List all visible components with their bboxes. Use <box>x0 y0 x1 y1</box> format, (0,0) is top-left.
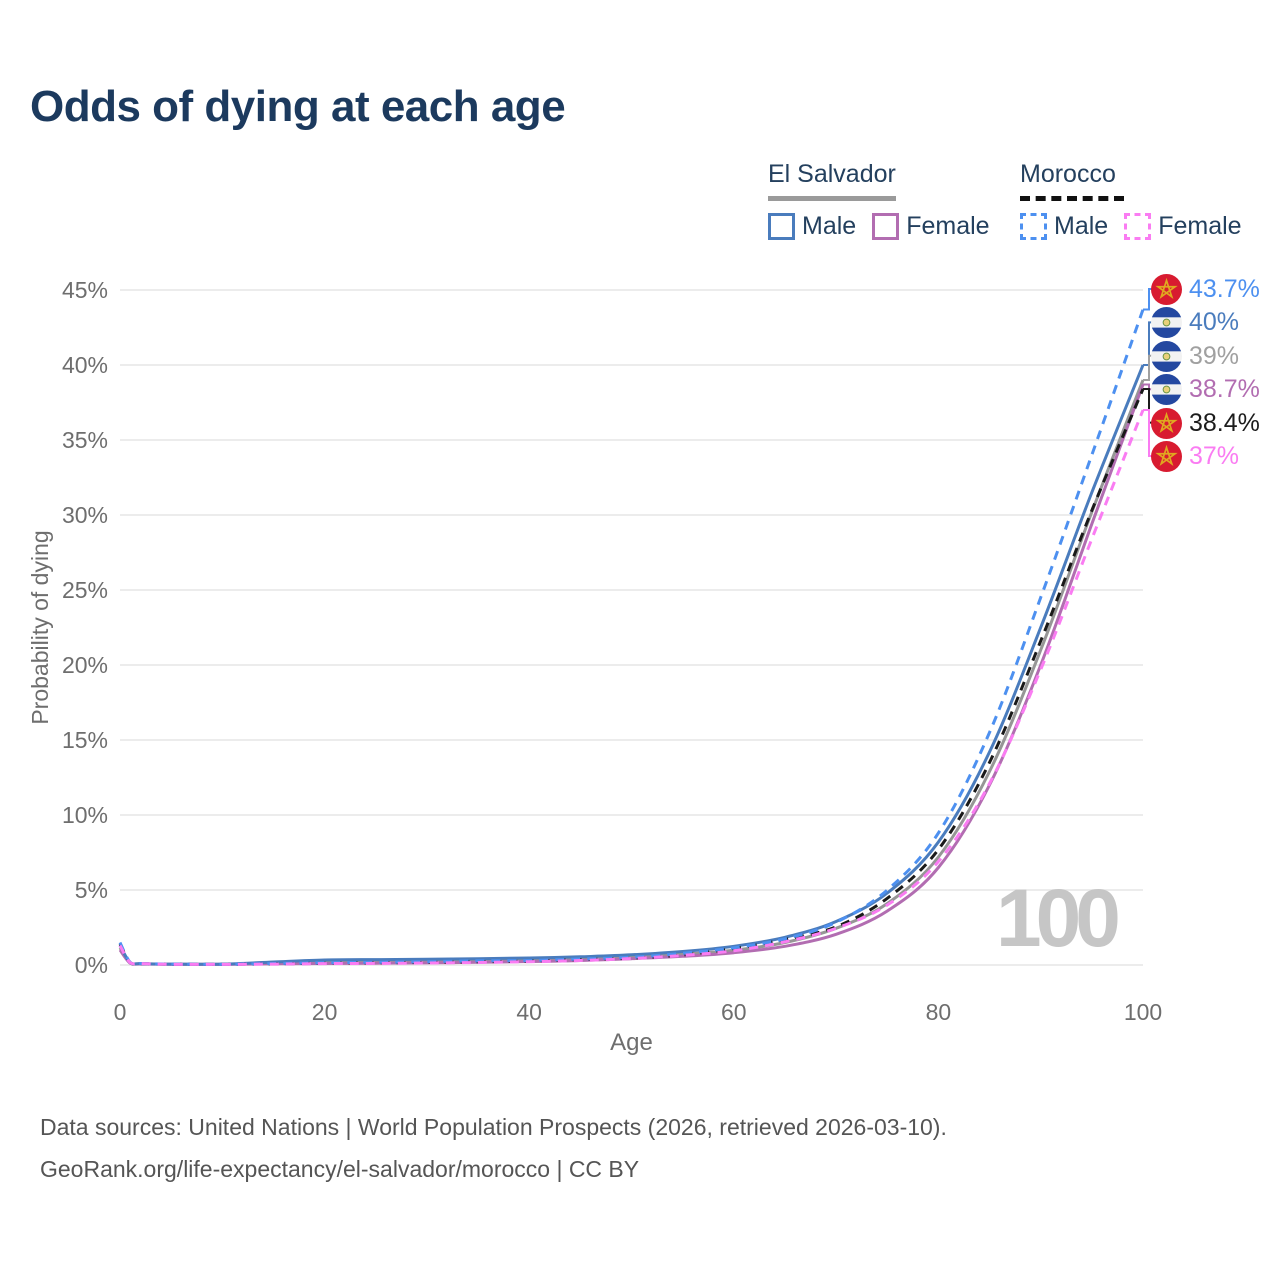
legend-row-morocco: Male Female <box>1020 212 1242 241</box>
legend-item-label: Male <box>802 212 857 240</box>
legend-country-el-salvador: El Salvador <box>768 160 896 201</box>
el-salvador-female-swatch-icon <box>872 213 900 240</box>
hover-age-watermark: 100 <box>996 873 1121 964</box>
legend-item-label: Female <box>906 212 990 240</box>
end-label-el-salvador-male: 40% <box>1151 306 1239 338</box>
y-axis-title: Probability of dying <box>27 530 53 724</box>
leader-line-el-salvador-both <box>1143 354 1153 381</box>
el-salvador-flag-icon <box>1151 340 1182 372</box>
x-tick-label: 100 <box>1124 999 1162 1025</box>
series-line-el-salvador-female <box>118 383 1145 966</box>
y-tick-label: 30% <box>62 502 108 528</box>
end-label-el-salvador-both: 39% <box>1151 340 1239 372</box>
legend-group-morocco: Morocco Male Female <box>1020 160 1242 241</box>
leader-line-el-salvador-male <box>1143 321 1153 366</box>
footer-attribution: GeoRank.org/life-expectancy/el-salvador/… <box>40 1156 640 1182</box>
y-tick-label: 20% <box>62 652 108 678</box>
y-tick-label: 5% <box>75 877 108 903</box>
end-label-morocco-male: 43.7% <box>1151 273 1260 305</box>
el-salvador-flag-icon <box>1151 373 1182 405</box>
series-line-morocco-female <box>118 409 1145 966</box>
legend-item-label: Female <box>1158 212 1242 240</box>
legend-item-el-salvador-female[interactable]: Female <box>872 212 990 241</box>
y-tick-label: 25% <box>62 577 108 603</box>
morocco-flag-icon <box>1151 407 1182 439</box>
legend-row-el-salvador: Male Female <box>768 212 990 241</box>
legend-item-morocco-male[interactable]: Male <box>1020 212 1108 241</box>
legend-group-el-salvador: El Salvador Male Female <box>768 160 990 241</box>
x-axis-title: Age <box>610 1029 653 1056</box>
footer-data-sources: Data sources: United Nations | World Pop… <box>40 1114 947 1140</box>
end-value-label: 37% <box>1189 441 1240 470</box>
chart-canvas[interactable]: 0% 5% 10% 15% 20% 25% 30% 35% 40% 45% 0 20 40 60 80 100… <box>0 0 1280 1080</box>
legend-item-el-salvador-male[interactable]: Male <box>768 212 856 241</box>
end-value-label: 43.7% <box>1189 274 1260 303</box>
footer: Data sources: United Nations | World Pop… <box>40 1106 947 1190</box>
x-tick-label: 0 <box>114 999 127 1025</box>
end-value-label: 38.4% <box>1189 408 1260 437</box>
end-value-label: 39% <box>1189 341 1240 370</box>
end-label-el-salvador-female: 38.7% <box>1151 373 1260 405</box>
morocco-female-swatch-icon <box>1124 213 1152 240</box>
legend-country-morocco: Morocco <box>1020 160 1124 201</box>
y-tick-label: 45% <box>62 277 108 303</box>
series-line-morocco-both <box>118 388 1145 966</box>
x-tick-label: 80 <box>926 999 952 1025</box>
x-tick-label: 20 <box>312 999 338 1025</box>
y-tick-label: 10% <box>62 802 108 828</box>
end-label-morocco-female: 37% <box>1151 440 1239 472</box>
y-tick-label: 35% <box>62 427 108 453</box>
series-line-morocco-male <box>118 309 1145 966</box>
y-tick-label: 0% <box>75 952 108 978</box>
legend-item-label: Male <box>1054 212 1109 240</box>
y-tick-label: 15% <box>62 727 108 753</box>
end-value-label: 38.7% <box>1189 374 1260 403</box>
end-label-morocco-both: 38.4% <box>1151 407 1260 439</box>
leader-line-el-salvador-female <box>1143 383 1153 391</box>
end-value-label: 40% <box>1189 307 1240 336</box>
x-tick-label: 60 <box>721 999 747 1025</box>
x-tick-label: 40 <box>516 999 542 1025</box>
el-salvador-flag-icon <box>1151 306 1182 338</box>
y-tick-label: 40% <box>62 352 108 378</box>
morocco-flag-icon <box>1151 273 1182 305</box>
legend-item-morocco-female[interactable]: Female <box>1124 212 1242 241</box>
el-salvador-male-swatch-icon <box>768 213 795 240</box>
page-title: Odds of dying at each age <box>30 82 566 131</box>
series-line-el-salvador-both <box>118 379 1145 966</box>
morocco-male-swatch-icon <box>1020 213 1047 240</box>
leader-line-morocco-both <box>1143 388 1153 424</box>
morocco-flag-icon <box>1151 440 1182 472</box>
